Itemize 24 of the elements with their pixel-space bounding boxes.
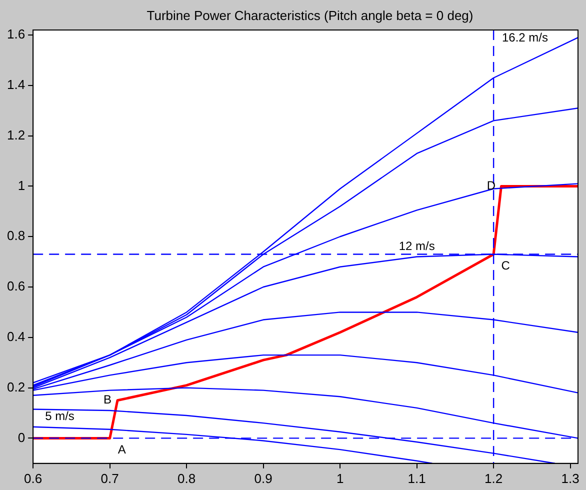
- annotation: 5 m/s: [45, 409, 74, 424]
- y-tick-label: 0: [18, 430, 26, 445]
- y-tick-label: 0.4: [6, 328, 26, 344]
- x-tick-label: 0.9: [254, 470, 272, 486]
- y-tick-label: 0.2: [6, 379, 26, 394]
- annotation: B: [103, 392, 112, 407]
- x-tick-label: 0.8: [178, 470, 196, 486]
- x-tick-label: 0.7: [100, 470, 119, 486]
- y-tick-label: 1.2: [6, 127, 26, 142]
- x-tick-label: 1.3: [561, 470, 580, 486]
- annotation: C: [501, 258, 510, 273]
- annotation: D: [486, 178, 496, 193]
- annotation: 12 m/s: [398, 239, 435, 254]
- chart-title: Turbine Power Characteristics (Pitch angle beta = 0 deg): [146, 8, 474, 23]
- y-tick-label: 1.6: [6, 26, 26, 42]
- annotation: A: [118, 442, 126, 457]
- y-tick-label: 1.4: [6, 77, 26, 92]
- annotation: 16.2 m/s: [502, 30, 548, 44]
- x-tick-label: 1.2: [484, 470, 503, 486]
- y-tick-label: 1: [18, 178, 26, 193]
- x-tick-label: 1: [336, 470, 344, 486]
- y-tick-label: 0.6: [6, 278, 26, 294]
- x-tick-label: 1.1: [408, 470, 426, 486]
- y-tick-label: 0.8: [6, 228, 26, 244]
